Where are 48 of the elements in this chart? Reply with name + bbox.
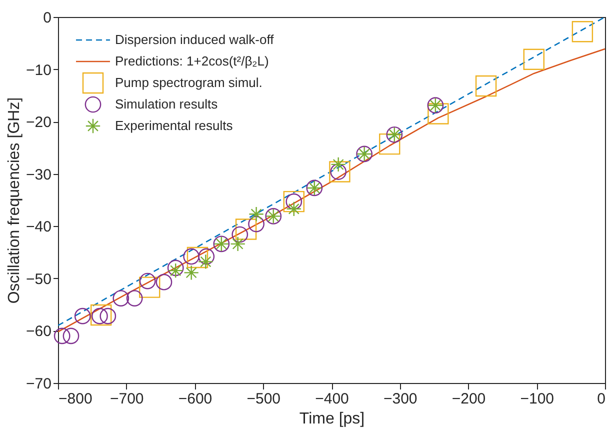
- point: [248, 206, 264, 222]
- point: [168, 262, 184, 278]
- y-tick-label: 0: [43, 10, 52, 26]
- legend-label: Simulation results: [115, 96, 218, 112]
- legend-label: Pump spectrogram simul.: [115, 75, 262, 90]
- y-tick-label: −30: [26, 166, 52, 184]
- point: [198, 254, 214, 270]
- point: [475, 75, 497, 97]
- point: [379, 133, 400, 155]
- x-tick-label: −500: [246, 390, 281, 408]
- y-tick-label: −70: [26, 376, 52, 392]
- x-tick-label: −300: [383, 390, 418, 408]
- point: [54, 328, 70, 344]
- y-tick-label: −10: [26, 62, 52, 79]
- point: [186, 246, 208, 268]
- x-tick-label: −100: [520, 390, 554, 408]
- point: [523, 48, 544, 70]
- point: [62, 328, 80, 344]
- point: [572, 21, 594, 42]
- y-axis-title: Oscillation frequencies [GHz]: [6, 97, 24, 304]
- y-tick-label: −50: [26, 270, 52, 288]
- point: [329, 161, 350, 182]
- y-tick-label: −60: [26, 323, 52, 340]
- point: [184, 265, 199, 280]
- point: [230, 236, 246, 252]
- legend-label: Predictions: 1+2cos(t²/β₂L): [115, 54, 269, 68]
- point: [112, 290, 130, 306]
- point: [90, 304, 112, 326]
- point: [139, 276, 160, 298]
- x-tick-label: −700: [110, 390, 144, 408]
- x-tick-label: −400: [315, 390, 349, 408]
- x-tick-label: −200: [452, 390, 486, 408]
- y-tick-label: −40: [26, 218, 52, 236]
- point: [156, 274, 172, 290]
- point: [126, 290, 143, 306]
- x-tick-label: −800: [58, 390, 92, 408]
- legend-label: Dispersion induced walk-off: [115, 32, 274, 47]
- x-axis-title: Time [ps]: [299, 410, 365, 428]
- x-tick-label: −600: [178, 390, 212, 408]
- point: [167, 260, 184, 276]
- point: [235, 218, 257, 240]
- point: [248, 216, 264, 232]
- point: [74, 308, 91, 324]
- legend-label: Experimental results: [115, 118, 234, 133]
- point: [198, 248, 215, 265]
- y-tick-label: −20: [26, 114, 52, 132]
- point: [428, 103, 449, 124]
- x-tick-label: 0: [597, 390, 606, 408]
